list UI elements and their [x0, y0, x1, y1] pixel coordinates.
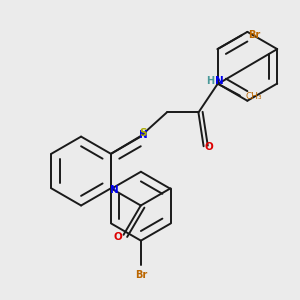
- Text: S: S: [140, 128, 147, 138]
- Text: N: N: [110, 185, 119, 195]
- Text: N: N: [140, 130, 148, 140]
- Text: N: N: [215, 76, 224, 86]
- Text: O: O: [113, 232, 122, 242]
- Text: O: O: [205, 142, 214, 152]
- Text: H: H: [206, 76, 214, 86]
- Text: CH₃: CH₃: [245, 92, 262, 101]
- Text: Br: Br: [135, 270, 147, 280]
- Text: Br: Br: [248, 29, 261, 40]
